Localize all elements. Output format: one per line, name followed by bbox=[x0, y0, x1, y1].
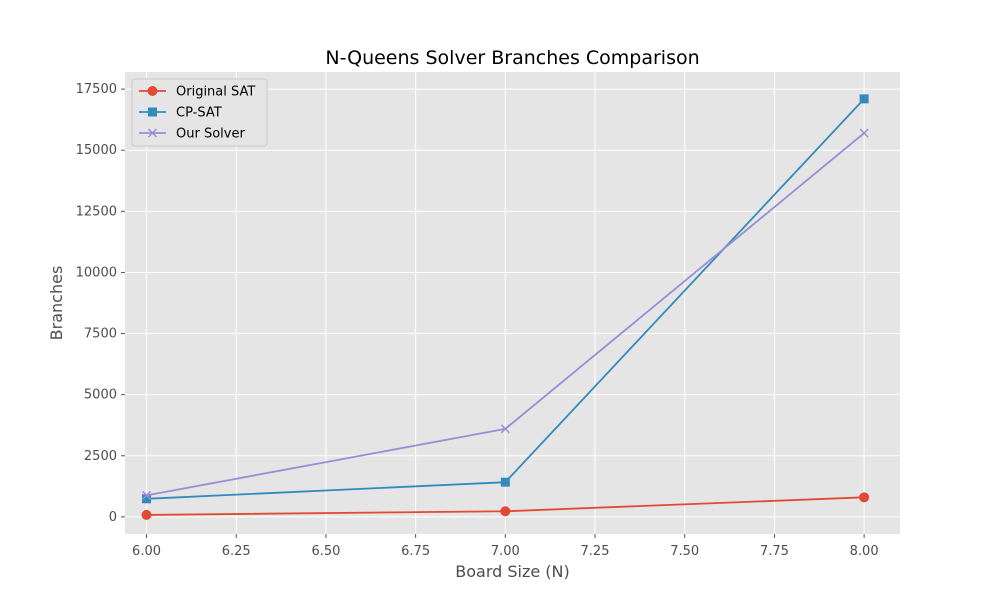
legend-label: Original SAT bbox=[176, 85, 255, 100]
y-axis-label: Branches bbox=[47, 266, 66, 341]
data-point bbox=[500, 424, 510, 434]
x-tick-label: 6.00 bbox=[132, 544, 161, 559]
x-tick-label: 7.75 bbox=[760, 544, 789, 559]
x-tick-label: 7.50 bbox=[670, 544, 699, 559]
y-tick-label: 0 bbox=[109, 510, 117, 525]
y-tick-label: 2500 bbox=[84, 449, 117, 464]
x-marker-stroke bbox=[141, 490, 152, 500]
x-tick-label: 6.75 bbox=[401, 544, 430, 559]
data-point bbox=[500, 477, 510, 487]
x-marker-stroke bbox=[859, 128, 869, 138]
x-marker-stroke bbox=[147, 128, 158, 138]
legend-item: Original SAT bbox=[139, 85, 255, 100]
legend: Original SAT CP-SAT Our Solver bbox=[131, 78, 268, 147]
data-point bbox=[859, 492, 870, 503]
legend-marker bbox=[148, 107, 157, 117]
series-original-sat bbox=[141, 492, 870, 520]
x-tick-label: 7.25 bbox=[581, 544, 610, 559]
legend-item: Our Solver bbox=[139, 127, 245, 142]
grid bbox=[125, 72, 900, 534]
y-ticks: 0 2500 5000 7500 10000 12500 15000 17500 bbox=[76, 82, 125, 525]
legend-marker bbox=[147, 128, 158, 138]
chart-title: N-Queens Solver Branches Comparison bbox=[325, 47, 699, 69]
series-layer bbox=[141, 94, 870, 520]
y-tick-label: 5000 bbox=[84, 388, 117, 403]
y-tick-label: 12500 bbox=[76, 204, 117, 219]
legend-label: Our Solver bbox=[176, 127, 245, 142]
x-tick-label: 6.50 bbox=[311, 544, 340, 559]
x-tick-label: 6.25 bbox=[222, 544, 251, 559]
x-marker-stroke bbox=[500, 424, 510, 434]
data-point bbox=[859, 128, 869, 138]
legend-items: Original SAT CP-SAT Our Solver bbox=[139, 85, 255, 142]
y-tick-label: 10000 bbox=[76, 265, 117, 280]
legend-box bbox=[131, 78, 268, 147]
x-tick-label: 7.00 bbox=[491, 544, 520, 559]
series-cp-sat bbox=[142, 94, 869, 504]
y-tick-label: 15000 bbox=[76, 143, 117, 158]
y-tick-label: 7500 bbox=[84, 327, 117, 342]
data-point bbox=[859, 94, 869, 104]
x-ticks: 6.00 6.25 6.50 6.75 7.00 7.25 7.50 7.75 8.00 bbox=[132, 534, 879, 559]
y-tick-label: 17500 bbox=[76, 82, 117, 97]
data-point bbox=[141, 509, 152, 520]
legend-marker bbox=[147, 86, 158, 96]
plot-background bbox=[125, 72, 900, 534]
x-axis-label: Board Size (N) bbox=[455, 562, 570, 581]
legend-label: CP-SAT bbox=[176, 106, 222, 121]
data-point bbox=[141, 490, 152, 500]
series-our-solver bbox=[141, 128, 869, 500]
data-point bbox=[500, 506, 511, 517]
x-tick-label: 8.00 bbox=[850, 544, 879, 559]
legend-item: CP-SAT bbox=[139, 106, 222, 121]
